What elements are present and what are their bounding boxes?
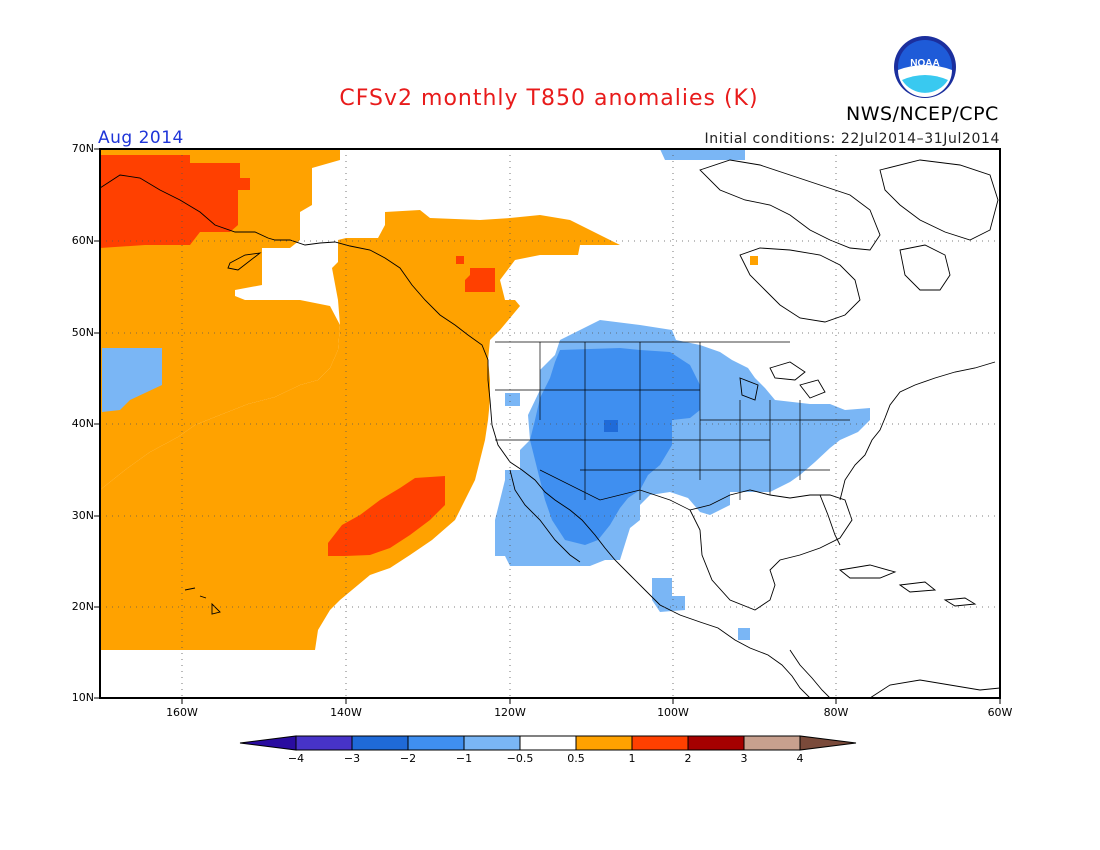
coastlines — [100, 159, 1000, 698]
colorbar-label: −1 — [455, 752, 473, 765]
graticule — [100, 149, 1000, 698]
lon-label: 140W — [330, 706, 362, 719]
agency-label: NWS/NCEP/CPC — [846, 103, 999, 125]
valid-month-label: Aug 2014 — [98, 128, 184, 148]
colorbar-label: 2 — [684, 752, 692, 765]
lat-label: 10N — [71, 691, 94, 704]
lat-label: 50N — [71, 326, 94, 339]
strong-negative-anomaly-region — [530, 348, 700, 545]
lat-label: 30N — [71, 509, 94, 522]
lon-label: 80W — [823, 706, 849, 719]
lat-label: 70N — [71, 142, 94, 155]
colorbar-label: −3 — [343, 752, 361, 765]
colorbar-label: −2 — [399, 752, 417, 765]
colorbar-label: −4 — [287, 752, 305, 765]
lat-label: 40N — [71, 417, 94, 430]
lon-label: 160W — [166, 706, 198, 719]
lon-label: 100W — [657, 706, 689, 719]
initial-conditions-label: Initial conditions: 22Jul2014–31Jul2014 — [704, 131, 1000, 147]
state-borders — [495, 341, 850, 511]
map-title: CFSv2 monthly T850 anomalies (K) — [339, 86, 759, 111]
colorbar-label: 3 — [740, 752, 748, 765]
colorbar-label: −0.5 — [506, 752, 534, 765]
colorbar-label: 4 — [796, 752, 804, 765]
colorbar-label: 0.5 — [567, 752, 585, 765]
lat-label: 60N — [71, 234, 94, 247]
axis-ticks — [94, 148, 1001, 704]
lon-label: 120W — [494, 706, 526, 719]
lon-label: 60W — [987, 706, 1013, 719]
lat-label: 20N — [71, 600, 94, 613]
strong-positive-anomaly-region — [100, 155, 495, 556]
colorbar-label: 1 — [628, 752, 636, 765]
very-strong-negative-anomaly-region — [604, 420, 618, 432]
